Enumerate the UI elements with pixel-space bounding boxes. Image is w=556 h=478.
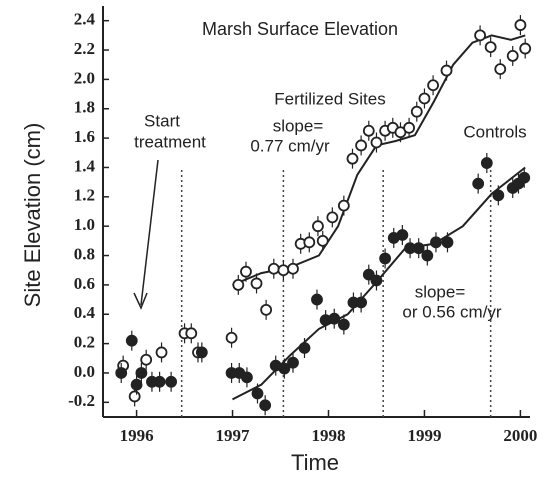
- point: [421, 249, 434, 262]
- point: [472, 177, 485, 190]
- point: [115, 367, 128, 379]
- point: [260, 303, 273, 316]
- y-tick-label: 1.4: [74, 156, 96, 175]
- point: [441, 236, 454, 249]
- point: [267, 262, 280, 275]
- point: [346, 152, 359, 165]
- y-tick-label: 0.4: [74, 303, 96, 322]
- point: [128, 390, 141, 403]
- x-axis-label: Time: [291, 450, 339, 475]
- point: [355, 296, 368, 309]
- point: [125, 334, 138, 347]
- point: [480, 157, 493, 169]
- y-tick-label: 0.8: [74, 244, 95, 263]
- point: [337, 199, 350, 212]
- annotation: Fertilized Sites: [274, 89, 385, 108]
- point: [312, 220, 324, 233]
- point: [225, 331, 238, 344]
- point: [440, 64, 453, 77]
- x-tick-label: 1999: [407, 426, 441, 445]
- point: [326, 211, 339, 224]
- point: [316, 234, 329, 247]
- annotation: Start: [144, 111, 180, 130]
- point: [519, 42, 532, 55]
- point: [311, 293, 323, 306]
- point: [430, 236, 442, 249]
- annotation: slope=: [273, 116, 324, 135]
- point: [135, 367, 148, 379]
- y-tick-label: 1.6: [74, 127, 95, 146]
- point: [287, 356, 299, 369]
- arrow-head: [133, 292, 148, 310]
- point: [259, 399, 272, 412]
- point: [195, 346, 208, 359]
- y-tick-label: 0.0: [74, 362, 95, 381]
- point: [287, 262, 299, 275]
- arrow: [140, 159, 159, 306]
- x-tick-label: 2000: [503, 426, 537, 445]
- point: [337, 318, 350, 331]
- point: [153, 375, 166, 388]
- point: [130, 378, 143, 391]
- point: [492, 189, 505, 202]
- point: [251, 387, 264, 400]
- y-tick-label: 1.0: [74, 215, 95, 234]
- point: [277, 264, 290, 277]
- annotation: treatment: [134, 132, 206, 151]
- point: [518, 171, 531, 184]
- point: [484, 41, 497, 53]
- y-tick-label: 0.2: [74, 333, 95, 352]
- point: [278, 362, 291, 375]
- point: [298, 342, 311, 354]
- annotation: 0.77 cm/yr: [250, 136, 330, 155]
- y-axis-label: Site Elevation (cm): [20, 123, 45, 308]
- point: [410, 105, 423, 118]
- point: [328, 312, 341, 325]
- point: [494, 63, 507, 76]
- point: [370, 274, 383, 287]
- y-tick-label: 1.8: [74, 98, 95, 117]
- annotation: slope=: [415, 282, 466, 301]
- point: [418, 92, 431, 105]
- point: [240, 265, 252, 278]
- point: [250, 277, 263, 290]
- fit-curve: [232, 34, 526, 286]
- point: [370, 136, 383, 149]
- point: [403, 121, 415, 134]
- point: [396, 229, 409, 241]
- y-tick-label: -0.2: [68, 391, 95, 410]
- y-tick-label: 0.6: [74, 274, 95, 293]
- point: [232, 278, 245, 291]
- point: [362, 268, 375, 281]
- y-tick-label: 1.2: [74, 186, 95, 205]
- point: [241, 371, 253, 384]
- x-tick-label: 1998: [311, 426, 345, 445]
- point: [140, 353, 153, 366]
- x-tick-label: 1997: [216, 426, 251, 445]
- chart-title: Marsh Surface Elevation: [202, 19, 398, 39]
- annotation: or 0.56 cm/yr: [402, 302, 502, 321]
- point: [506, 50, 519, 62]
- point: [427, 79, 439, 92]
- point: [412, 242, 425, 255]
- point: [379, 252, 392, 265]
- point: [303, 236, 316, 249]
- y-tick-label: 2.2: [74, 39, 95, 58]
- y-tick-label: 2.0: [74, 68, 95, 87]
- y-tick-label: 2.4: [74, 10, 96, 29]
- point: [165, 375, 178, 388]
- annotation: Controls: [463, 122, 526, 141]
- x-tick-label: 1996: [120, 426, 154, 445]
- point: [362, 124, 375, 137]
- point: [355, 139, 368, 152]
- point: [514, 19, 527, 31]
- point: [155, 346, 168, 359]
- point: [185, 327, 198, 340]
- point: [474, 29, 487, 42]
